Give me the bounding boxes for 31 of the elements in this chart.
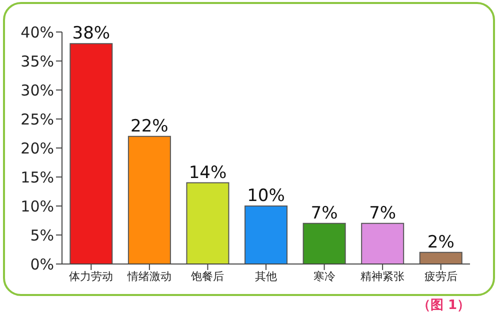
y-tick-label: 35%	[20, 52, 54, 70]
data-label: 38%	[72, 24, 110, 44]
x-tick-label: 情绪激动	[126, 270, 172, 283]
text: （图 1）	[417, 297, 470, 314]
x-tick-label: 寒冷	[313, 270, 336, 283]
bar	[302, 222, 346, 264]
bar	[419, 252, 462, 264]
bar	[244, 206, 288, 264]
y-tick-label: 10%	[20, 197, 54, 216]
y-tick-label: 15%	[20, 168, 54, 186]
x-tick-label: 精神紧张	[360, 270, 405, 283]
bar	[128, 136, 171, 264]
y-tick-label: 25%	[20, 110, 54, 128]
bar	[186, 182, 230, 264]
data-label: 10%	[247, 186, 285, 206]
x-tick-label: 疲劳后	[424, 270, 458, 283]
bar	[70, 43, 113, 264]
x-tick-label: 其他	[255, 270, 277, 283]
y-tick-label: 40%	[20, 23, 54, 42]
y-tick-label: 30%	[20, 81, 54, 100]
bar	[361, 222, 404, 264]
y-tick-label: 0%	[30, 255, 54, 274]
x-tick-label: 饱餐后	[190, 270, 224, 283]
y-tick-label: 5%	[30, 226, 54, 244]
y-tick-label: 20%	[20, 139, 54, 158]
x-tick-label: 体力劳动	[69, 270, 114, 283]
data-label: 22%	[130, 116, 168, 136]
data-label: 7%	[369, 203, 396, 224]
data-label: 2%	[427, 232, 454, 252]
data-label: 14%	[188, 162, 227, 183]
data-label: 7%	[310, 203, 338, 224]
